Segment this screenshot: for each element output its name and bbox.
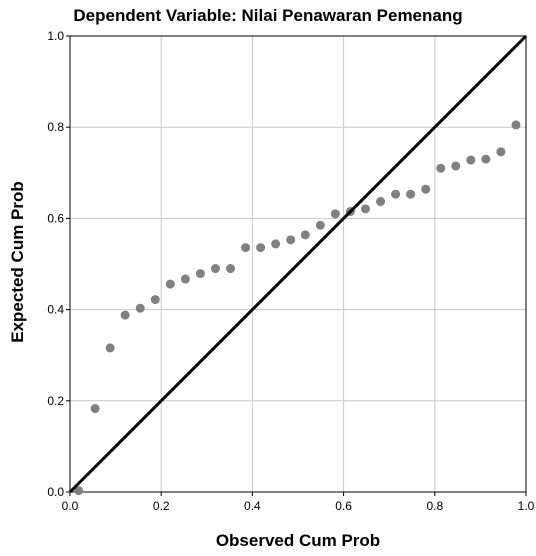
- data-point: [360, 204, 370, 214]
- y-tick-label: 0.8: [47, 120, 64, 134]
- data-point: [74, 486, 84, 496]
- data-point: [511, 120, 521, 130]
- plot-frame: [69, 35, 527, 493]
- data-point: [391, 189, 401, 199]
- data-point: [90, 404, 100, 414]
- data-point: [105, 343, 115, 353]
- y-tick-label: 1.0: [47, 29, 64, 43]
- data-point: [286, 235, 296, 245]
- y-axis-ticks: 0.0 0.2 0.4 0.6 0.8 1.0: [47, 29, 70, 499]
- data-point: [315, 220, 325, 230]
- data-point: [421, 184, 431, 194]
- y-tick-label: 0.4: [47, 303, 64, 317]
- data-point: [210, 264, 220, 274]
- data-point: [226, 264, 236, 274]
- data-point: [256, 243, 266, 253]
- data-point: [300, 230, 310, 240]
- x-axis-label: Observed Cum Prob: [215, 531, 381, 550]
- x-tick-label: 0.0: [62, 499, 79, 513]
- data-point: [466, 155, 476, 165]
- data-point: [376, 197, 386, 207]
- x-tick-label: 1.0: [518, 499, 535, 513]
- y-tick-label: 0.2: [47, 394, 64, 408]
- data-point: [451, 161, 461, 171]
- y-tick-label: 0.6: [47, 211, 64, 225]
- y-tick-label: 0.0: [47, 485, 64, 499]
- chart-title: Dependent Variable: Nilai Penawaran Peme…: [73, 6, 463, 25]
- data-point: [150, 295, 160, 305]
- data-point: [406, 189, 416, 199]
- data-point: [135, 303, 145, 313]
- data-point: [481, 154, 491, 164]
- data-point: [436, 163, 446, 173]
- x-axis-ticks: 0.0 0.2 0.4 0.6 0.8 1.0: [62, 492, 535, 513]
- data-point: [330, 209, 340, 219]
- data-point: [180, 274, 190, 284]
- data-point: [165, 279, 175, 289]
- data-point: [241, 243, 251, 253]
- data-point: [195, 269, 205, 279]
- reference-line: [68, 34, 528, 494]
- x-tick-label: 0.4: [244, 499, 261, 513]
- data-point: [271, 239, 281, 249]
- x-tick-label: 0.6: [335, 499, 352, 513]
- data-point: [120, 310, 130, 320]
- x-tick-label: 0.8: [426, 499, 443, 513]
- grid-lines: [70, 36, 526, 492]
- data-point: [496, 147, 506, 157]
- data-points: [74, 120, 521, 496]
- x-tick-label: 0.2: [153, 499, 170, 513]
